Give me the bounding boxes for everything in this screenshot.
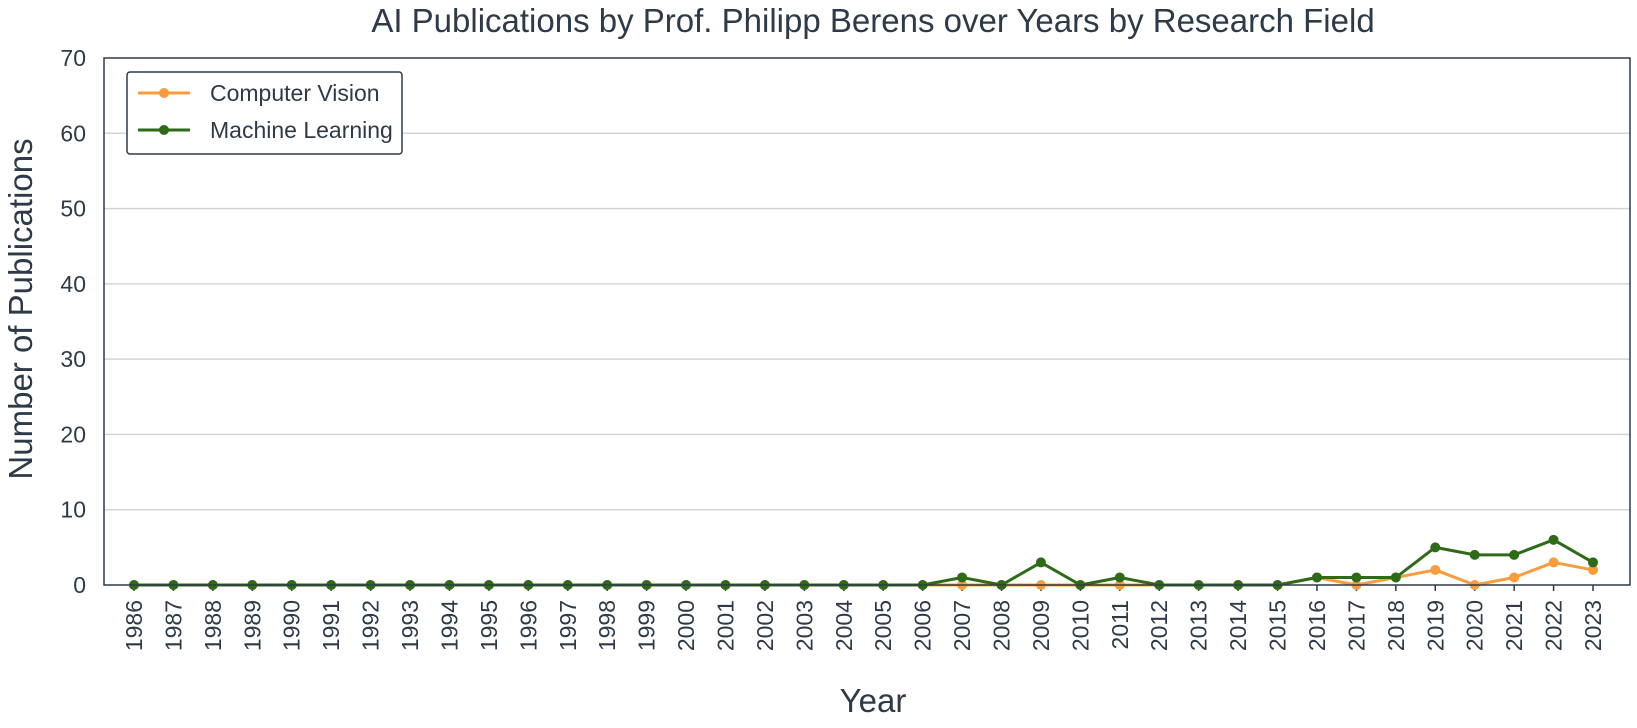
x-tick-label: 2022 — [1541, 600, 1567, 651]
plot-frame — [103, 57, 1631, 586]
x-tick-label: 1994 — [436, 600, 462, 651]
x-tick-label: 2017 — [1343, 600, 1369, 651]
x-tick-label: 2021 — [1501, 600, 1527, 651]
chart-title: AI Publications by Prof. Philipp Berens … — [371, 2, 1374, 39]
data-point — [1390, 572, 1401, 583]
x-tick-label: 2008 — [989, 600, 1015, 651]
data-point — [1548, 557, 1559, 568]
y-tick-label: 60 — [60, 120, 86, 146]
data-point — [1509, 549, 1520, 560]
series-line — [134, 560, 1594, 587]
x-tick-label: 1992 — [358, 600, 384, 651]
x-tick-label: 1996 — [515, 600, 541, 651]
y-axis-ticks: 0 10 20 30 40 50 60 70 — [60, 45, 86, 598]
y-tick-label: 40 — [60, 271, 86, 297]
x-tick-label: 2013 — [1186, 600, 1212, 651]
x-tick-label: 1986 — [121, 600, 147, 651]
x-tick-label: 1990 — [279, 600, 305, 651]
grid-lines — [104, 132, 1630, 511]
data-point — [1509, 572, 1520, 583]
series-line — [134, 538, 1594, 587]
legend-swatch-marker — [159, 125, 169, 135]
x-tick-label: 2020 — [1462, 600, 1488, 651]
series-layer — [129, 534, 1598, 590]
data-point — [1469, 549, 1480, 560]
x-axis-ticks: 1986 1987 1988 1989 1990 1991 1992 1993 1994 1995… — [121, 585, 1606, 651]
legend-box — [126, 71, 403, 155]
y-tick-label: 30 — [60, 346, 86, 372]
x-tick-label: 2019 — [1422, 600, 1448, 651]
x-tick-label: 1997 — [555, 600, 581, 651]
data-point — [1588, 557, 1598, 568]
x-tick-label: 2023 — [1580, 600, 1606, 651]
x-tick-label: 2003 — [791, 600, 817, 651]
x-tick-label: 1993 — [397, 600, 423, 651]
legend-label: Machine Learning — [210, 117, 393, 143]
data-point — [1114, 572, 1125, 583]
x-tick-label: 1991 — [318, 600, 344, 651]
y-tick-label: 0 — [73, 572, 86, 598]
data-point — [1035, 557, 1046, 568]
data-point — [957, 572, 968, 583]
data-point — [1351, 572, 1362, 583]
x-tick-label: 2005 — [870, 600, 896, 651]
x-tick-label: 1987 — [160, 600, 186, 651]
x-tick-label: 2000 — [673, 600, 699, 651]
x-tick-label: 1998 — [594, 600, 620, 651]
x-tick-label: 2012 — [1146, 600, 1172, 651]
y-tick-label: 70 — [60, 45, 86, 71]
x-tick-label: 1989 — [239, 600, 265, 651]
data-point — [1588, 564, 1598, 575]
x-tick-label: 2006 — [910, 600, 936, 651]
y-tick-label: 20 — [60, 421, 86, 447]
y-axis-title: Number of Publications — [2, 138, 39, 479]
legend-label: Computer Vision — [210, 80, 380, 106]
data-point — [1311, 572, 1322, 583]
data-point — [1548, 534, 1559, 545]
x-axis-title: Year — [840, 682, 907, 719]
x-tick-label: 1988 — [200, 600, 226, 651]
y-tick-label: 10 — [60, 497, 86, 523]
data-point — [1430, 564, 1441, 575]
x-tick-label: 2016 — [1304, 600, 1330, 651]
x-tick-label: 2015 — [1265, 600, 1291, 651]
x-tick-label: 2004 — [831, 600, 857, 651]
y-tick-label: 50 — [60, 196, 86, 222]
x-tick-label: 2014 — [1225, 600, 1251, 651]
x-tick-label: 2001 — [712, 600, 738, 651]
x-tick-label: 2011 — [1107, 600, 1133, 649]
legend: Computer Vision Machine Learning — [126, 71, 403, 155]
x-tick-label: 2002 — [752, 600, 778, 651]
x-tick-label: 1999 — [634, 600, 660, 651]
data-point — [1430, 542, 1441, 553]
x-tick-label: 2009 — [1028, 600, 1054, 651]
x-tick-label: 2010 — [1067, 600, 1093, 651]
legend-swatch-marker — [159, 88, 169, 98]
x-tick-label: 1995 — [476, 600, 502, 651]
x-tick-label: 2018 — [1383, 600, 1409, 651]
x-tick-label: 2007 — [949, 600, 975, 651]
